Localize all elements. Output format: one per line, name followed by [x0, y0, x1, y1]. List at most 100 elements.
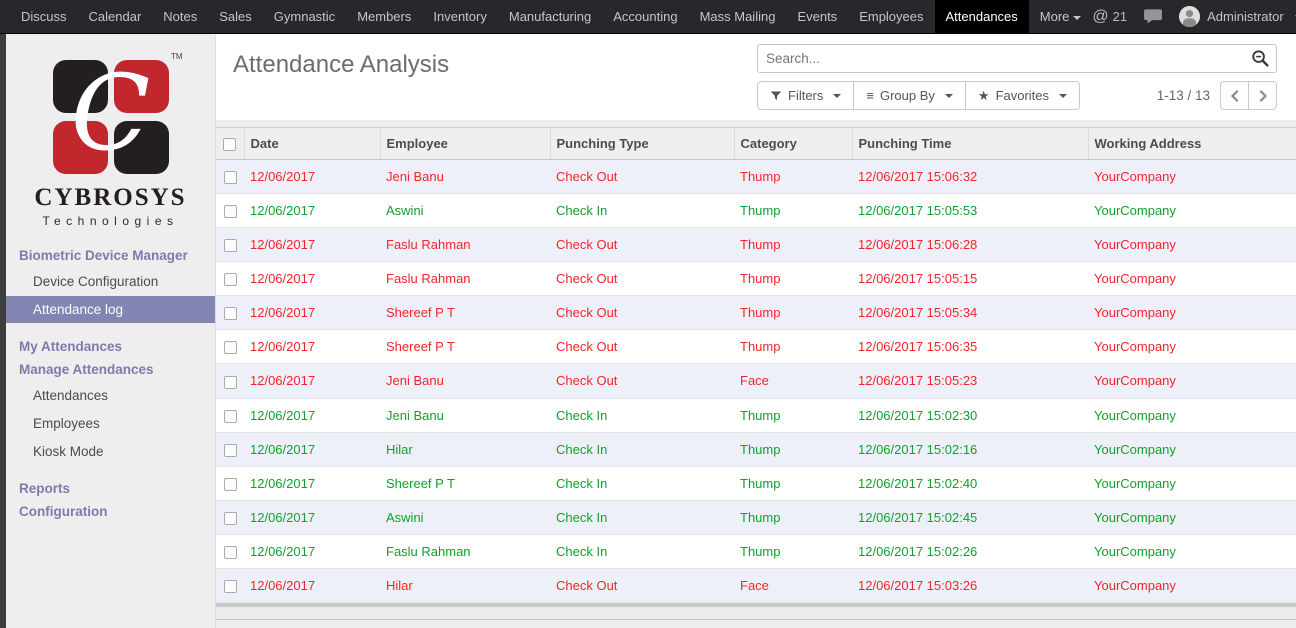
cell-date: 12/06/2017 — [244, 534, 380, 569]
table-row[interactable]: 12/06/2017 Faslu Rahman Check Out Thump 12/0… — [216, 227, 1296, 263]
column-header-punching-time[interactable]: Punching Time — [851, 126, 1088, 161]
table-row[interactable]: 12/06/2017 Hilar Check In Thump 12/06/2017 1… — [216, 432, 1296, 467]
column-header-employee[interactable]: Employee — [379, 126, 550, 161]
row-checkbox[interactable] — [223, 409, 237, 423]
row-checkbox-cell — [216, 295, 244, 331]
top-navbar: Discuss Calendar Notes Sales Gymnastic Member… — [0, 0, 1296, 34]
row-checkbox[interactable] — [223, 273, 237, 287]
nav-item-accounting[interactable]: Accounting — [613, 9, 678, 24]
chat-bubble-icon[interactable] — [1143, 8, 1163, 25]
nav-item-discuss[interactable]: Discuss — [21, 9, 67, 24]
sidebar-item-employees[interactable]: Employees — [33, 416, 100, 431]
nav-item-sales[interactable]: Sales — [219, 9, 252, 24]
row-checkbox[interactable] — [223, 375, 237, 389]
table-row[interactable]: 12/06/2017 Shereef P T Check Out Thump 12/06… — [216, 295, 1296, 331]
nav-item-mass-mailing[interactable]: Mass Mailing — [699, 9, 776, 24]
cell-date: 12/06/2017 — [244, 193, 380, 229]
table-row[interactable]: 12/06/2017 Faslu Rahman Check Out Thump 12/0… — [216, 261, 1296, 297]
pager-next-button[interactable] — [1248, 81, 1277, 110]
cell-working-address: YourCompany — [1088, 193, 1296, 229]
nav-item-gymnastic[interactable]: Gymnastic — [273, 9, 336, 24]
nav-item-events[interactable]: Events — [797, 9, 838, 24]
at-mention-counter[interactable]: @ 21 — [1092, 8, 1127, 26]
filters-button[interactable]: Filters — [757, 81, 855, 110]
favorites-button[interactable]: ★ Favorites — [964, 81, 1081, 110]
row-checkbox[interactable] — [223, 443, 237, 457]
row-checkbox[interactable] — [223, 239, 237, 253]
cell-category: Thump — [734, 329, 852, 365]
search-input[interactable] — [757, 44, 1277, 73]
cell-category: Thump — [734, 227, 852, 263]
column-header-working-address[interactable]: Working Address — [1087, 126, 1296, 161]
sidebar-header-manage-attendances[interactable]: Manage Attendances — [19, 362, 154, 377]
group-by-button[interactable]: ≡ Group By — [853, 81, 966, 110]
column-header-punching-type[interactable]: Punching Type — [549, 126, 734, 161]
sidebar-item-device-configuration[interactable]: Device Configuration — [33, 274, 159, 289]
cell-category: Thump — [734, 261, 852, 297]
cell-category: Face — [734, 568, 852, 603]
cell-punching-type: Check In — [550, 534, 734, 569]
sidebar-header-biometric-device-manager[interactable]: Biometric Device Manager — [19, 248, 188, 263]
table-row[interactable]: 12/06/2017 Faslu Rahman Check In Thump 12/06… — [216, 534, 1296, 569]
filter-funnel-icon — [770, 90, 782, 102]
row-checkbox[interactable] — [223, 341, 237, 355]
cell-date: 12/06/2017 — [244, 295, 380, 331]
sidebar-header-my-attendances[interactable]: My Attendances — [19, 339, 123, 354]
cell-punching-type: Check In — [550, 500, 734, 535]
sidebar-header-configuration[interactable]: Configuration — [19, 504, 108, 519]
table-row[interactable]: 12/06/2017 Jeni Banu Check Out Thump 12/06/2… — [216, 159, 1296, 195]
nav-item-attendances[interactable]: Attendances — [934, 0, 1029, 33]
chevron-down-icon — [1059, 93, 1068, 98]
chevron-down-icon — [944, 93, 953, 98]
column-header-category[interactable]: Category — [733, 126, 852, 161]
table-row[interactable]: 12/06/2017 Jeni Banu Check Out Face 12/06/20… — [216, 363, 1296, 399]
cell-punching-type: Check In — [550, 398, 734, 433]
pager-previous-button[interactable] — [1220, 81, 1249, 110]
nav-item-calendar[interactable]: Calendar — [88, 9, 142, 24]
select-all-checkbox[interactable] — [223, 138, 237, 152]
table-row[interactable]: 12/06/2017 Aswini Check In Thump 12/06/2017 … — [216, 193, 1296, 229]
cell-category: Thump — [734, 432, 852, 467]
column-header-date[interactable]: Date — [243, 126, 380, 161]
nav-item-notes[interactable]: Notes — [163, 9, 198, 24]
cell-working-address: YourCompany — [1088, 432, 1296, 467]
cell-employee: Jeni Banu — [380, 398, 550, 433]
nav-item-manufacturing[interactable]: Manufacturing — [508, 9, 592, 24]
row-checkbox[interactable] — [223, 511, 237, 525]
cell-punching-time: 12/06/2017 15:02:40 — [852, 466, 1088, 501]
table-row[interactable]: 12/06/2017 Jeni Banu Check In Thump 12/06/20… — [216, 398, 1296, 433]
cell-employee: Hilar — [380, 432, 550, 467]
row-checkbox[interactable] — [223, 477, 237, 491]
table-row[interactable]: 12/06/2017 Shereef P T Check In Thump 12/06/… — [216, 466, 1296, 501]
user-menu[interactable]: Administrator — [1179, 6, 1296, 27]
cell-punching-time: 12/06/2017 15:03:26 — [852, 568, 1088, 603]
row-checkbox[interactable] — [223, 545, 237, 559]
control-buttons-row: Filters ≡ Group By ★ Favorites — [757, 81, 1277, 110]
table-row[interactable]: 12/06/2017 Aswini Check In Thump 12/06/2017 … — [216, 500, 1296, 535]
row-checkbox[interactable] — [223, 307, 237, 321]
cell-punching-type: Check Out — [550, 227, 734, 263]
table-footer-row — [216, 606, 1296, 620]
cell-category: Thump — [734, 398, 852, 433]
search-icon[interactable] — [1251, 49, 1270, 73]
row-checkbox-cell — [216, 227, 244, 263]
sidebar-item-attendances[interactable]: Attendances — [33, 388, 109, 403]
row-checkbox[interactable] — [223, 205, 237, 219]
cell-category: Thump — [734, 295, 852, 331]
row-checkbox[interactable] — [223, 579, 237, 593]
nav-item-inventory[interactable]: Inventory — [433, 9, 487, 24]
nav-item-employees[interactable]: Employees — [859, 9, 924, 24]
attendance-table: Date Employee Punching Type Category Punchin… — [216, 126, 1296, 603]
cell-employee: Shereef P T — [380, 466, 550, 501]
table-row[interactable]: 12/06/2017 Shereef P T Check Out Thump 12/06… — [216, 329, 1296, 365]
cell-punching-time: 12/06/2017 15:05:23 — [852, 363, 1088, 399]
sidebar-header-reports[interactable]: Reports — [19, 481, 71, 496]
chevron-down-icon — [1073, 15, 1082, 20]
sidebar-item-kiosk-mode[interactable]: Kiosk Mode — [33, 444, 104, 459]
nav-item-more[interactable]: More — [1029, 0, 1093, 33]
searchbox — [757, 44, 1277, 73]
row-checkbox[interactable] — [223, 171, 237, 185]
sidebar-item-attendance-log[interactable]: Attendance log — [6, 296, 215, 323]
nav-item-members[interactable]: Members — [357, 9, 412, 24]
table-row[interactable]: 12/06/2017 Hilar Check Out Face 12/06/2017 1… — [216, 568, 1296, 603]
